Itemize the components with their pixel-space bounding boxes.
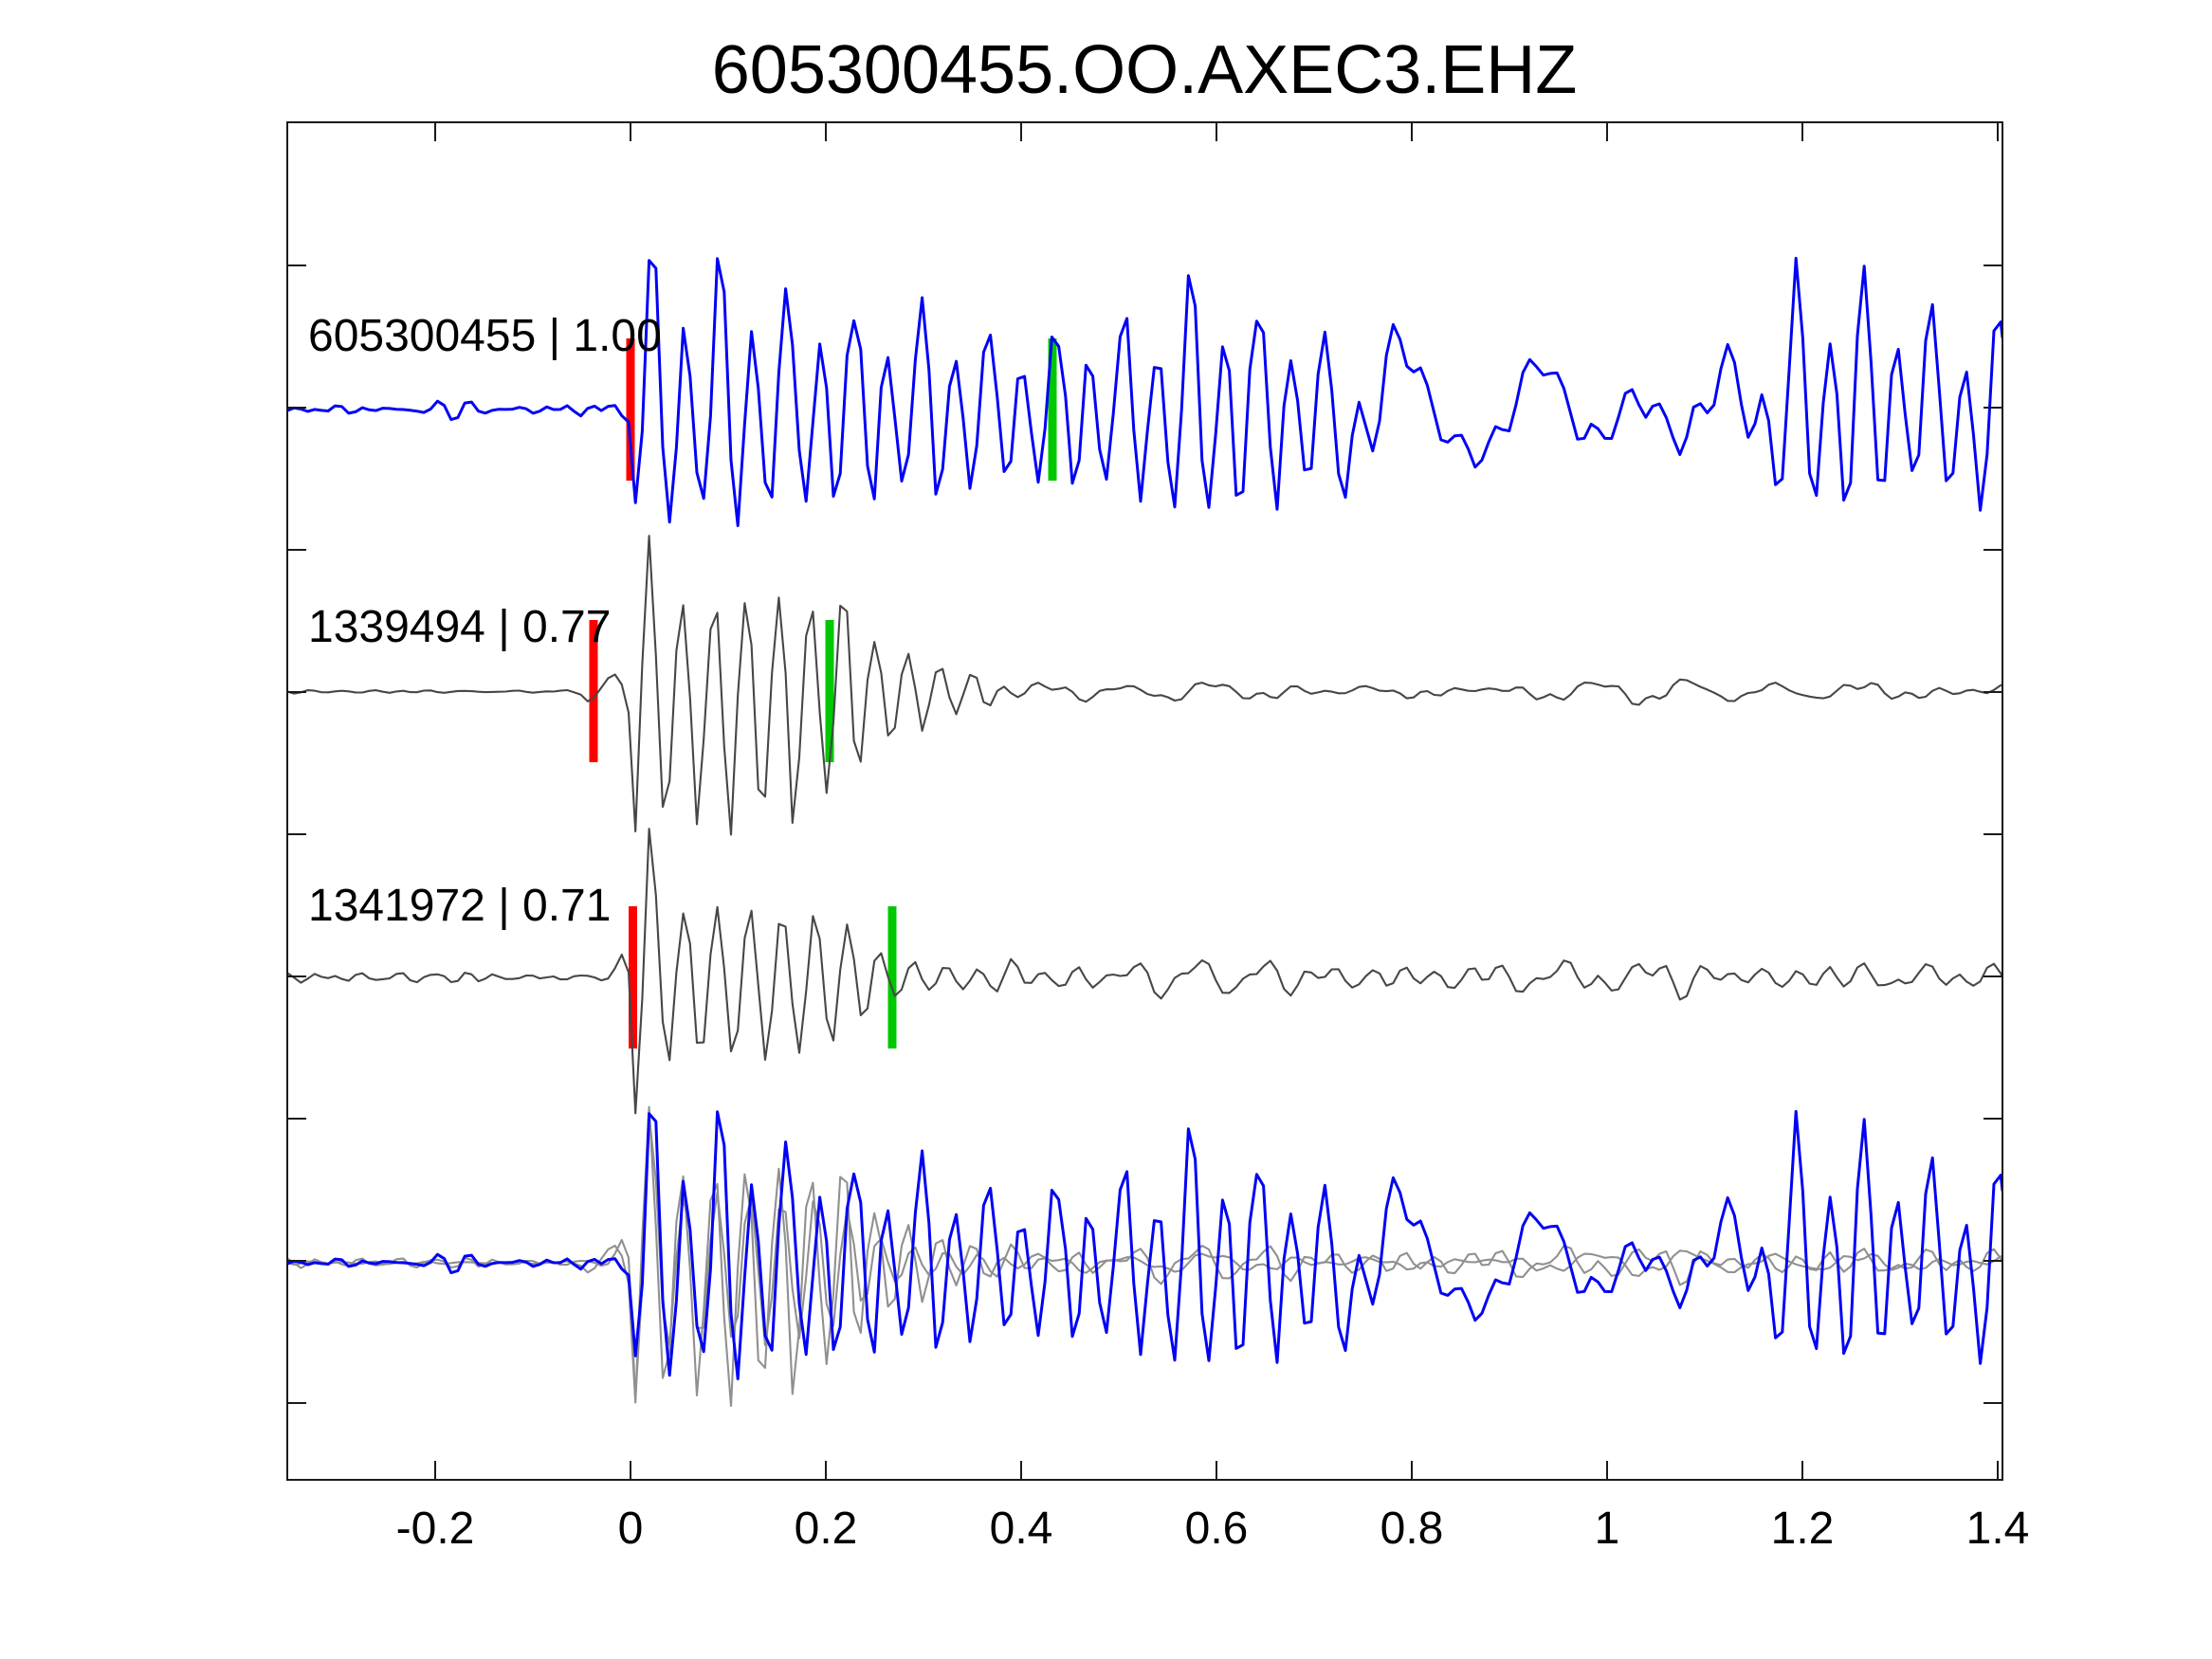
svg-text:0.8: 0.8 xyxy=(1380,1504,1444,1554)
svg-text:1339494 | 0.77: 1339494 | 0.77 xyxy=(308,602,611,652)
svg-text:0.2: 0.2 xyxy=(795,1504,858,1554)
svg-text:-0.2: -0.2 xyxy=(396,1504,475,1554)
svg-text:0.6: 0.6 xyxy=(1185,1504,1249,1554)
svg-text:0.4: 0.4 xyxy=(990,1504,1053,1554)
svg-text:1341972 | 0.71: 1341972 | 0.71 xyxy=(308,881,611,931)
svg-text:1.4: 1.4 xyxy=(1966,1504,2030,1554)
svg-text:605300455.OO.AXEC3.EHZ: 605300455.OO.AXEC3.EHZ xyxy=(712,32,1578,108)
svg-text:1: 1 xyxy=(1595,1504,1620,1554)
svg-text:0: 0 xyxy=(618,1504,644,1554)
svg-text:1.2: 1.2 xyxy=(1771,1504,1835,1554)
svg-text:605300455 | 1.00: 605300455 | 1.00 xyxy=(308,311,662,361)
